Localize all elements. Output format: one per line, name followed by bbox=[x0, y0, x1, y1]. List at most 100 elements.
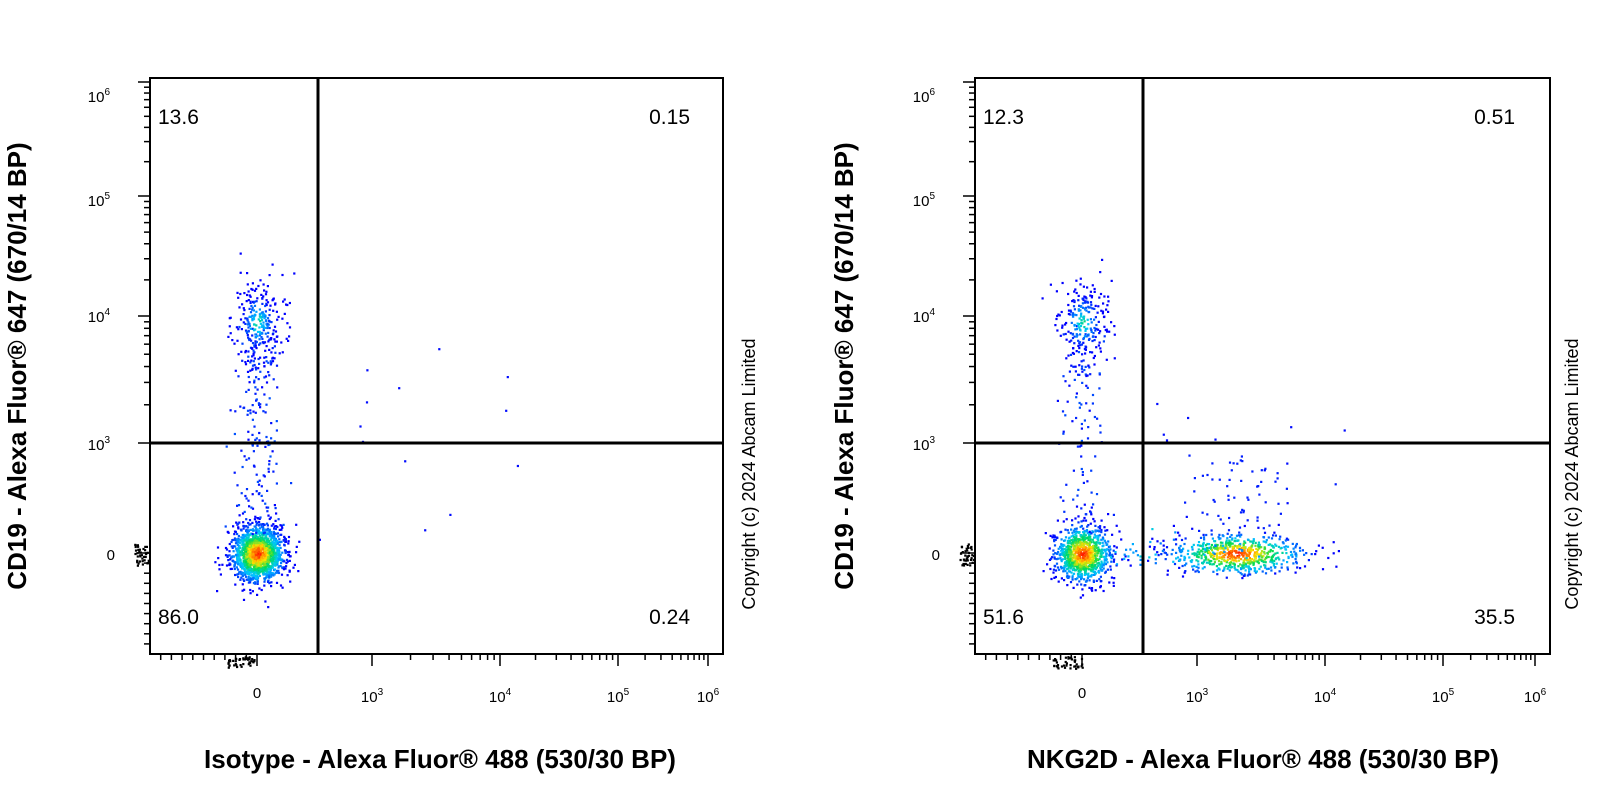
event-dot bbox=[1087, 568, 1091, 571]
event-dot bbox=[265, 563, 268, 566]
left-quadrant-upper-left: 13.6 bbox=[158, 106, 199, 129]
event-dot bbox=[1086, 561, 1089, 564]
event-dot bbox=[237, 328, 240, 331]
event-dot bbox=[258, 554, 261, 557]
event-dot bbox=[262, 523, 265, 526]
event-dot bbox=[1220, 561, 1223, 564]
event-dot bbox=[1096, 552, 1099, 555]
event-dot bbox=[1072, 347, 1075, 350]
event-dot bbox=[1197, 560, 1200, 563]
event-dot bbox=[1269, 560, 1272, 563]
event-dot bbox=[266, 532, 269, 535]
event-dot bbox=[1072, 469, 1075, 472]
event-dot bbox=[1077, 572, 1080, 575]
event-dot bbox=[266, 301, 270, 304]
event-dot bbox=[1073, 299, 1076, 303]
event-dot bbox=[233, 530, 237, 533]
event-dot bbox=[280, 562, 283, 565]
event-dot bbox=[264, 445, 267, 448]
event-dot bbox=[1257, 485, 1260, 488]
event-dot bbox=[1241, 553, 1244, 556]
event-dot bbox=[1283, 546, 1286, 549]
event-dot bbox=[1091, 553, 1094, 556]
edge-event-dot bbox=[970, 545, 973, 549]
event-dot bbox=[275, 462, 278, 465]
event-dot bbox=[1065, 321, 1068, 325]
event-dot bbox=[251, 493, 254, 496]
event-dot bbox=[251, 544, 254, 547]
edge-event-dot bbox=[1075, 663, 1078, 666]
event-dot bbox=[1059, 565, 1063, 568]
event-dot bbox=[1077, 540, 1081, 543]
event-dot bbox=[264, 549, 267, 552]
event-dot bbox=[261, 570, 264, 573]
event-dot bbox=[255, 529, 258, 532]
event-dot bbox=[277, 550, 280, 554]
event-dot bbox=[277, 571, 281, 575]
event-dot bbox=[1103, 325, 1106, 328]
edge-event-dot bbox=[972, 554, 975, 558]
event-dot bbox=[1314, 553, 1317, 556]
event-dot bbox=[1094, 455, 1097, 458]
event-dot bbox=[1084, 308, 1087, 311]
event-dot bbox=[1087, 426, 1090, 429]
event-dot bbox=[1235, 560, 1238, 563]
event-dot bbox=[1093, 520, 1096, 523]
event-dot bbox=[1085, 553, 1088, 556]
event-dot bbox=[1098, 548, 1101, 551]
event-dot bbox=[1082, 298, 1085, 302]
event-dot bbox=[1182, 547, 1185, 550]
event-dot bbox=[1284, 545, 1288, 548]
event-dot bbox=[1285, 537, 1288, 540]
event-dot bbox=[1202, 541, 1205, 544]
event-dot bbox=[1251, 542, 1255, 545]
event-dot bbox=[1091, 538, 1094, 541]
event-dot bbox=[1242, 554, 1245, 557]
event-dot bbox=[1241, 567, 1245, 570]
event-dot bbox=[269, 568, 272, 571]
event-dot bbox=[1071, 420, 1074, 423]
event-dot bbox=[264, 541, 267, 544]
event-dot bbox=[252, 352, 255, 355]
event-dot bbox=[1088, 541, 1091, 544]
event-dot bbox=[1246, 496, 1249, 499]
event-dot bbox=[240, 328, 243, 331]
event-dot bbox=[1066, 562, 1069, 566]
event-dot bbox=[1201, 550, 1204, 553]
event-dot bbox=[1216, 552, 1219, 555]
event-dot bbox=[271, 553, 274, 557]
event-dot bbox=[270, 321, 273, 324]
event-dot bbox=[1231, 537, 1234, 540]
event-dot bbox=[1090, 563, 1094, 567]
edge-event-dot bbox=[228, 664, 231, 667]
event-dot bbox=[1099, 568, 1102, 571]
event-dot bbox=[258, 362, 261, 365]
event-dot bbox=[234, 539, 237, 542]
event-dot bbox=[1191, 565, 1194, 568]
event-dot bbox=[250, 532, 253, 535]
event-dot bbox=[273, 357, 276, 360]
event-dot bbox=[254, 560, 257, 563]
event-dot bbox=[232, 550, 235, 553]
event-dot bbox=[255, 398, 258, 401]
event-dot bbox=[1071, 315, 1075, 318]
event-dot bbox=[1053, 540, 1056, 543]
event-dot bbox=[1090, 303, 1093, 306]
event-dot bbox=[268, 397, 271, 400]
event-dot bbox=[247, 355, 250, 358]
event-dot bbox=[268, 308, 271, 311]
event-dot bbox=[1098, 372, 1101, 375]
event-dot bbox=[1262, 540, 1265, 543]
event-dot bbox=[1087, 323, 1090, 326]
event-dot bbox=[1213, 555, 1216, 558]
event-dot bbox=[256, 576, 260, 579]
event-dot bbox=[1215, 565, 1218, 568]
right-quadrant-lower-right: 35.5 bbox=[1474, 606, 1515, 629]
event-dot bbox=[1252, 562, 1255, 565]
event-dot bbox=[1111, 553, 1114, 556]
edge-event-dot bbox=[1065, 662, 1068, 665]
event-dot bbox=[263, 376, 266, 379]
event-dot bbox=[1067, 292, 1070, 296]
event-dot bbox=[1206, 547, 1209, 550]
event-dot bbox=[1065, 545, 1068, 548]
